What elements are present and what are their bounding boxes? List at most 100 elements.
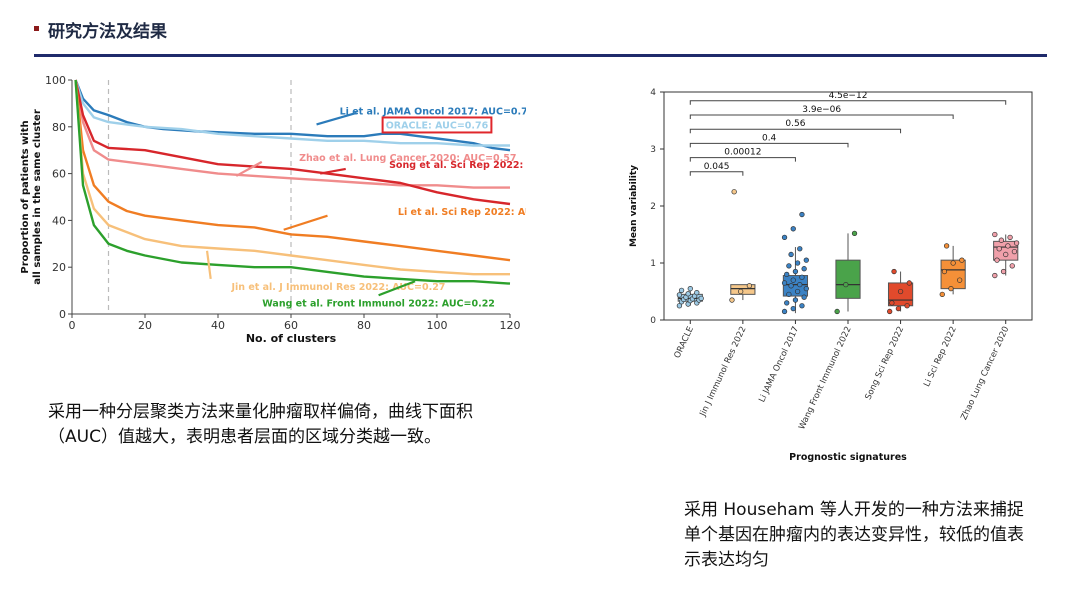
data-point [788,251,794,258]
x-tick-label: Li JAMA Oncol 2017 [757,325,801,404]
data-point [904,303,910,309]
data-point [687,285,693,292]
data-point [959,257,965,263]
data-point [887,308,893,315]
data-point [801,294,807,300]
p-value-label: 0.045 [704,162,730,172]
data-point [939,291,945,298]
y-axis-title: Mean variability [629,165,639,247]
data-point [1011,248,1018,255]
data-point [941,268,948,275]
header-bullet [34,26,39,31]
data-point [851,230,858,237]
data-point [731,189,737,195]
data-point [1005,243,1011,249]
data-point [992,272,998,279]
x-tick-label: Li Sci Rep 2022 [922,325,959,389]
x-tick-label: Wang Front Immunol 2022 [797,325,854,431]
x-axis-title: Prognostic signatures [789,452,907,463]
data-point [994,257,1000,263]
y-tick-label: 20 [52,261,66,274]
series-label: Song et al. Sci Rep 2022: AUC=0.59 [389,160,526,171]
y-tick-label: 60 [52,168,66,181]
data-point [1003,251,1009,258]
y-tick-label: 1 [650,259,656,269]
series-label: ORACLE: AUC=0.76 [386,120,489,131]
y-tick-label: 3 [650,145,656,155]
x-axis-title: No. of clusters [246,332,337,345]
series-line [74,79,511,152]
data-point [797,246,803,252]
data-point [943,243,950,249]
data-point [781,280,788,286]
significance-bracket [689,128,902,134]
box [993,240,1019,261]
x-tick-label: 100 [427,319,448,332]
data-point [1009,263,1015,269]
series-line [74,79,511,285]
box [835,259,861,299]
data-point [794,288,801,295]
data-point [794,260,801,266]
annotation-leader [205,250,212,280]
data-point [1000,268,1007,275]
annotation-leader [235,160,263,177]
x-tick-label: 0 [69,319,76,332]
data-point [729,297,735,303]
box [730,284,756,295]
y-axis-title: Proportion of patients withall samples i… [20,109,43,285]
series-line [74,79,511,262]
significance-bracket [689,157,796,162]
variability-box-chart: 0 1 2 3 4 Mean variability ORACLE Jin J Immunol… [629,88,1033,463]
x-tick-label: 80 [357,319,371,332]
y-tick-label: 0 [650,316,656,326]
y-tick-label: 4 [650,88,656,98]
y-tick-label: 40 [52,214,66,227]
annotation-leader [283,214,328,231]
data-point [786,291,792,298]
data-point [797,282,803,288]
x-tick-label: 20 [138,319,152,332]
x-tick-label: ORACLE [673,325,696,360]
data-point [781,234,788,241]
data-point [694,289,700,296]
x-tick-label: Jin J Immunol Res 2022 [698,325,749,419]
annotation-leader [378,280,416,297]
data-point [996,246,1002,252]
y-tick-label: 2 [650,202,656,212]
series-line [74,79,510,147]
significance-bracket [689,171,744,176]
data-point [834,308,840,315]
data-point [738,288,744,295]
annotation-leader [316,111,358,126]
data-point [992,231,998,238]
data-point [781,308,788,315]
series-label: Li et al. Sci Rep 2022: AUC=0.36 [398,207,526,218]
data-point [803,257,809,263]
significance-bracket [689,100,1007,105]
data-point [698,295,704,301]
data-point [784,300,790,306]
series-label: Zhao et al. Lung Cancer 2020: AUC=0.57 [299,153,516,164]
data-point [790,226,796,232]
data-point [948,285,954,292]
series-label: Wang et al. Front Immunol 2022: AUC=0.22 [262,298,495,309]
data-point [998,237,1005,243]
data-point [895,305,902,312]
significance-bracket [689,114,954,119]
data-point [799,303,805,309]
data-point [1013,240,1020,246]
data-point [897,288,904,295]
p-value-label: 0.56 [785,119,805,129]
page-title: 研究方法及结果 [48,22,167,42]
data-point [676,292,683,298]
right-caption: 采用 Househam 等人开发的一种方法来捕捉单个基因在肿瘤内的表达变异性，较… [684,500,1024,570]
data-point [891,268,897,275]
data-point [792,268,799,275]
p-value-label: 0.00012 [724,148,761,158]
y-tick-label: 80 [52,121,66,134]
data-point [790,305,796,312]
annotation-leader [320,167,346,175]
data-point [950,260,956,266]
data-point [1007,234,1013,241]
